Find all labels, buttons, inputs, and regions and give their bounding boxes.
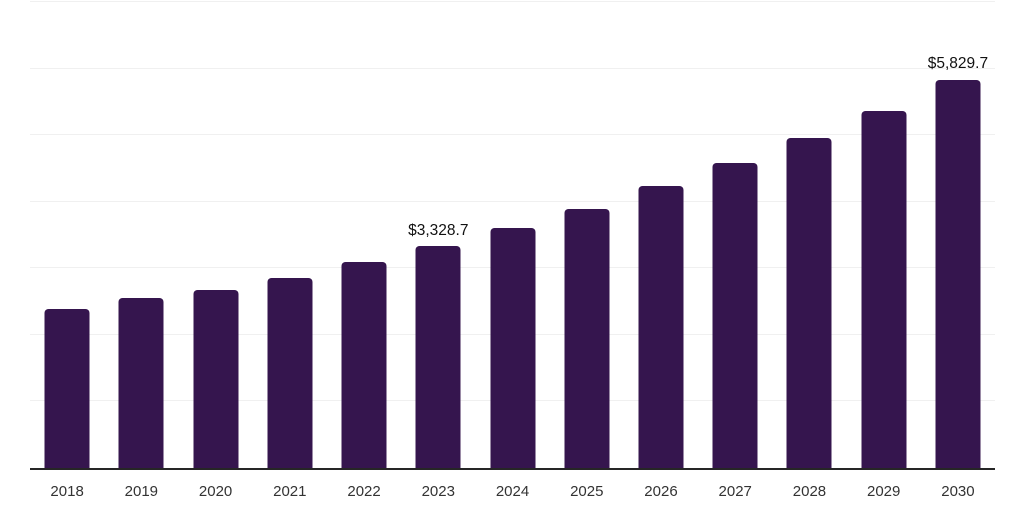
bar-slot xyxy=(30,2,104,468)
x-tick-label: 2021 xyxy=(273,483,307,500)
bar xyxy=(118,297,164,468)
bar-slot xyxy=(253,2,327,468)
bar xyxy=(935,79,981,468)
x-tick-label: 2024 xyxy=(495,483,530,500)
bar-slot xyxy=(178,2,252,468)
bar xyxy=(193,290,239,468)
bar-slot xyxy=(104,2,178,468)
bar-slot xyxy=(624,2,698,468)
bar-value-label: $3,328.7 xyxy=(408,221,469,239)
bar xyxy=(415,246,461,468)
bars-row: $3,328.7 $5,829.7 xyxy=(30,2,995,468)
bar-slot xyxy=(550,2,624,468)
x-tick-label: 2029 xyxy=(867,483,901,500)
bar-slot xyxy=(698,2,772,468)
bar xyxy=(267,277,313,468)
bar-slot xyxy=(847,2,921,468)
bar-value-label: $5,829.7 xyxy=(927,55,989,73)
bar xyxy=(44,308,90,468)
bar-slot xyxy=(475,2,549,468)
bar-slot: $3,328.7 xyxy=(401,2,475,468)
gridline xyxy=(30,67,995,69)
x-tick-label: 2027 xyxy=(718,483,752,500)
gridline xyxy=(30,134,995,136)
bar xyxy=(341,262,387,468)
x-tick-label: 2018 xyxy=(50,483,84,500)
bar xyxy=(712,163,758,468)
x-tick-label: 2026 xyxy=(644,483,678,500)
bar-slot: $5,829.7 xyxy=(921,2,995,468)
bar xyxy=(861,111,907,468)
x-tick-label: 2019 xyxy=(124,483,159,500)
x-tick-label: 2020 xyxy=(198,483,233,500)
bar-slot xyxy=(327,2,401,468)
x-tick-label: 2028 xyxy=(792,483,827,500)
x-tick-label: 2025 xyxy=(570,483,604,500)
plot-area: $3,328.7 $5,829.7 xyxy=(30,1,995,470)
x-axis-labels: 2018 2019 2020 2021 2022 2023 2024 2025 2026 2027… xyxy=(30,483,995,504)
bar xyxy=(638,186,684,468)
x-tick-label: 2022 xyxy=(347,483,381,500)
gridline xyxy=(30,200,995,202)
bar-slot xyxy=(772,2,846,468)
bar xyxy=(564,209,610,468)
x-tick-label: 2023 xyxy=(421,483,455,500)
bar xyxy=(490,228,536,468)
x-tick-label: 2030 xyxy=(941,483,975,500)
gridline xyxy=(30,1,995,2)
bar xyxy=(786,138,832,468)
